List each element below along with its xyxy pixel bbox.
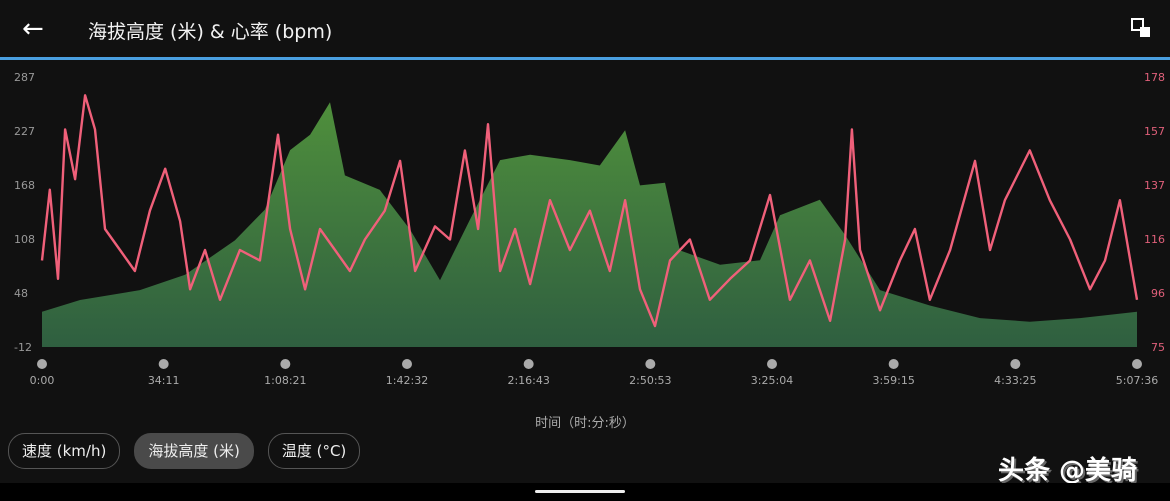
top-app-bar: ← 海拔高度 (米) & 心率 (bpm) bbox=[0, 0, 1170, 57]
expand-icon[interactable] bbox=[1131, 18, 1151, 38]
y-right-tick-label: 116 bbox=[1144, 233, 1165, 246]
x-tick-marker[interactable] bbox=[280, 359, 291, 369]
y-left-tick-label: 48 bbox=[14, 287, 28, 300]
system-nav-bar bbox=[0, 483, 1170, 501]
x-tick-label: 0:00 bbox=[30, 374, 55, 387]
x-tick-marker[interactable] bbox=[767, 359, 777, 369]
elevation-area bbox=[42, 102, 1137, 347]
header-divider bbox=[0, 57, 1170, 60]
y-right-tick-label: 157 bbox=[1144, 125, 1165, 138]
y-left-tick-label: 168 bbox=[14, 179, 35, 192]
x-tick-marker[interactable] bbox=[1010, 359, 1021, 369]
x-tick-label: 3:59:15 bbox=[872, 374, 914, 387]
chip-speed[interactable]: 速度 (km/h) bbox=[8, 433, 121, 469]
watermark: 头条 @美骑 bbox=[998, 456, 1138, 486]
x-tick-marker[interactable] bbox=[158, 359, 169, 369]
back-arrow-icon[interactable]: ← bbox=[22, 14, 44, 44]
elevation-heart-rate-chart[interactable]: 287 227 168 108 48 -12 178 157 137 116 96 75 0:00 34:… bbox=[0, 60, 1170, 400]
x-tick-label: 2:16:43 bbox=[507, 374, 549, 387]
x-tick-label: 34:11 bbox=[148, 374, 180, 387]
x-tick-label: 1:42:32 bbox=[386, 374, 428, 387]
x-tick-marker[interactable] bbox=[523, 359, 534, 369]
x-tick-marker[interactable] bbox=[402, 359, 412, 369]
x-tick-marker[interactable] bbox=[1132, 359, 1142, 369]
x-tick-marker[interactable] bbox=[37, 359, 47, 369]
x-axis-title: 时间（时:分:秒） bbox=[535, 416, 635, 431]
x-tick-marker[interactable] bbox=[645, 359, 656, 369]
chip-temperature[interactable]: 温度 (°C) bbox=[267, 433, 361, 469]
y-right-tick-label: 96 bbox=[1151, 287, 1165, 300]
y-right-tick-label: 75 bbox=[1151, 341, 1165, 354]
x-tick-label: 3:25:04 bbox=[751, 374, 793, 387]
y-right-tick-label: 178 bbox=[1144, 71, 1165, 84]
x-tick-label: 5:07:36 bbox=[1116, 374, 1158, 387]
y-left-tick-label: 108 bbox=[14, 233, 35, 246]
page-title: 海拔高度 (米) & 心率 (bpm) bbox=[88, 21, 333, 43]
x-tick-marker[interactable] bbox=[888, 359, 899, 369]
x-tick-label: 4:33:25 bbox=[994, 374, 1036, 387]
home-handle[interactable] bbox=[535, 490, 625, 493]
chip-elevation[interactable]: 海拔高度 (米) bbox=[134, 433, 254, 469]
x-tick-label: 1:08:21 bbox=[264, 374, 306, 387]
y-left-tick-label: -12 bbox=[14, 341, 32, 354]
y-right-tick-label: 137 bbox=[1144, 179, 1165, 192]
x-tick-label: 2:50:53 bbox=[629, 374, 671, 387]
y-left-tick-label: 287 bbox=[14, 71, 35, 84]
metric-chips: 速度 (km/h) 海拔高度 (米) 温度 (°C) bbox=[8, 433, 361, 469]
heart-rate-line bbox=[40, 94, 1139, 328]
y-left-tick-label: 227 bbox=[14, 125, 35, 138]
